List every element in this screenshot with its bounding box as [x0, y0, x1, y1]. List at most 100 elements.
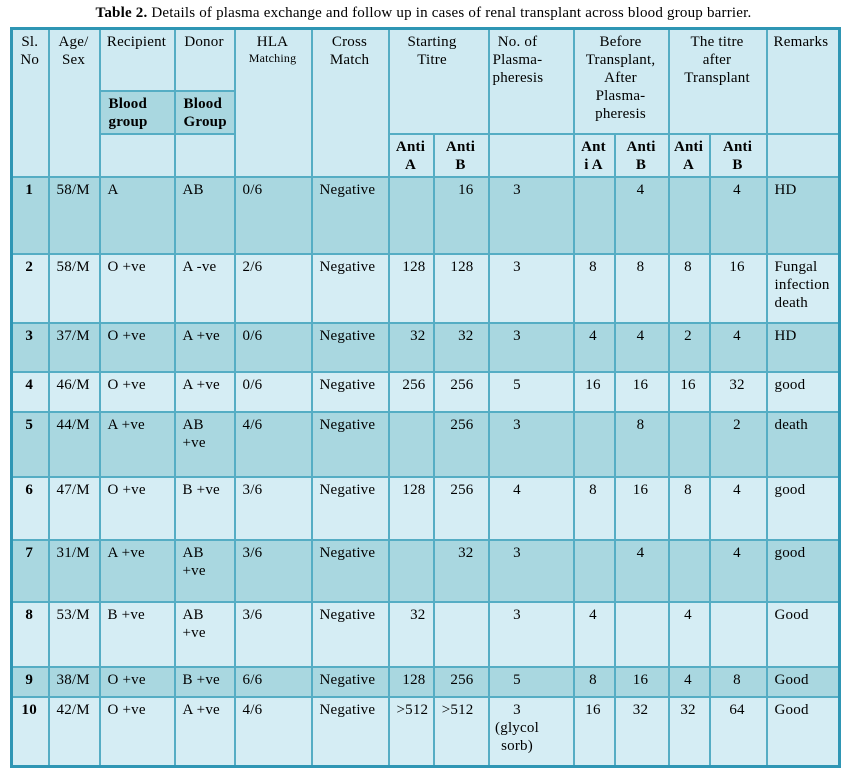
cell-after-transplant-anti-a: 4 [667, 600, 711, 668]
cell-before-transplant-anti-a [572, 410, 616, 478]
cell-starting-titre-anti-a: 32 [387, 600, 435, 668]
cell-sl-no: 4 [10, 370, 50, 413]
cell-sl-no: 9 [10, 665, 50, 698]
cell-starting-titre-anti-a [387, 538, 435, 603]
cell-donor-blood-group: AB +ve [173, 410, 236, 478]
cell-after-transplant-anti-a: 8 [667, 475, 711, 541]
col-header-age-sex: Age/ Sex [47, 27, 101, 178]
table-row: 6 47/M O +ve B +ve 3/6 Negative 128 256 4 8 16 8 4 go… [10, 475, 841, 541]
cell-cross-match: Negative [310, 665, 390, 698]
cell-hla-matching: 3/6 [233, 538, 313, 603]
header-row-sub: Anti A Anti B Ant i A Anti B Anti A Anti… [12, 132, 841, 178]
cell-hla-matching: 4/6 [233, 695, 313, 768]
col-header-cross-match: Cross Match [310, 27, 390, 178]
cell-before-transplant-anti-a [572, 175, 616, 255]
cell-recipient-blood-group: O +ve [98, 321, 176, 373]
cell-before-transplant-anti-b: 8 [613, 252, 670, 324]
cell-starting-titre-anti-b: 256 [432, 475, 490, 541]
cell-hla-matching: 3/6 [233, 600, 313, 668]
cell-plasmapheresis-count: 3 [487, 321, 575, 373]
cell-after-transplant-anti-a [667, 410, 711, 478]
cell-cross-match: Negative [310, 321, 390, 373]
cell-starting-titre-anti-a: 256 [387, 370, 435, 413]
cell-recipient-blood-group: B +ve [98, 600, 176, 668]
cell-age-sex: 38/M [47, 665, 101, 698]
subheader-empty-remarks [765, 132, 841, 178]
donor-blood-group-header: Blood Group [173, 89, 236, 135]
table-row: 1 58/M A AB 0/6 Negative 16 3 4 4 HD [10, 175, 841, 255]
cell-starting-titre-anti-b: 32 [432, 538, 490, 603]
cell-after-transplant-anti-b: 4 [708, 475, 768, 541]
cell-donor-blood-group: A -ve [173, 252, 236, 324]
col-header-hla-matching: HLA Matching [233, 27, 313, 178]
cell-age-sex: 42/M [47, 695, 101, 768]
cell-after-transplant-anti-a: 4 [667, 665, 711, 698]
cell-donor-blood-group: B +ve [173, 665, 236, 698]
cell-plasmapheresis-count: 3 (glycol sorb) [487, 695, 575, 768]
col-header-sl-no: Sl. No [10, 27, 50, 178]
cell-plasmapheresis-count: 3 [487, 175, 575, 255]
subheader-starting-anti-b: Anti B [432, 132, 490, 178]
cell-before-transplant-anti-b: 4 [613, 538, 670, 603]
cell-recipient-blood-group: O +ve [98, 370, 176, 413]
cell-plasmapheresis-count: 3 [487, 410, 575, 478]
cell-recipient-blood-group: A [98, 175, 176, 255]
cell-cross-match: Negative [310, 410, 390, 478]
table-row: 8 53/M B +ve AB +ve 3/6 Negative 32 3 4 4 Good [10, 600, 841, 668]
cell-after-transplant-anti-b: 8 [708, 665, 768, 698]
cell-before-transplant-anti-b: 32 [613, 695, 670, 768]
cell-starting-titre-anti-b: 16 [432, 175, 490, 255]
table-row: 3 37/M O +ve A +ve 0/6 Negative 32 32 3 4 4 2 4 HD [10, 321, 841, 373]
cell-donor-blood-group: AB +ve [173, 538, 236, 603]
recipient-blood-group-header: Blood group [98, 89, 176, 135]
cell-cross-match: Negative [310, 695, 390, 768]
col-header-donor: Donor [173, 27, 236, 92]
subheader-after-anti-b: Anti B [708, 132, 768, 178]
cell-after-transplant-anti-b [708, 600, 768, 668]
subheader-empty-donor [173, 132, 236, 178]
cell-recipient-blood-group: O +ve [98, 475, 176, 541]
cell-after-transplant-anti-a [667, 538, 711, 603]
col-header-titre-after-transplant: The titre after Transplant [667, 27, 768, 135]
plasma-exchange-table: Sl. No Age/ Sex Recipient Donor HLA Match… [10, 27, 842, 768]
cell-starting-titre-anti-b [432, 600, 490, 668]
col-header-remarks: Remarks [765, 27, 841, 135]
cell-starting-titre-anti-b: 32 [432, 321, 490, 373]
cell-after-transplant-anti-a [667, 175, 711, 255]
cell-cross-match: Negative [310, 600, 390, 668]
col-header-recipient: Recipient [98, 27, 176, 92]
cell-starting-titre-anti-a: 128 [387, 252, 435, 324]
cell-remarks: good [765, 538, 841, 603]
subheader-empty-plasmapheresis [487, 132, 575, 178]
cell-donor-blood-group: A +ve [173, 321, 236, 373]
cell-before-transplant-anti-a [572, 538, 616, 603]
cell-recipient-blood-group: A +ve [98, 538, 176, 603]
cell-recipient-blood-group: O +ve [98, 252, 176, 324]
cell-age-sex: 58/M [47, 175, 101, 255]
cell-starting-titre-anti-a: 128 [387, 475, 435, 541]
col-header-starting-titre: Starting Titre [387, 27, 490, 135]
cell-age-sex: 58/M [47, 252, 101, 324]
cell-before-transplant-anti-b: 16 [613, 475, 670, 541]
caption-text: Details of plasma exchange and follow up… [151, 5, 752, 21]
cell-donor-blood-group: AB [173, 175, 236, 255]
cell-before-transplant-anti-a: 4 [572, 321, 616, 373]
cell-remarks: HD [765, 321, 841, 373]
caption-label: Table 2. [95, 5, 148, 21]
cell-cross-match: Negative [310, 475, 390, 541]
cell-after-transplant-anti-a: 32 [667, 695, 711, 768]
cell-hla-matching: 3/6 [233, 475, 313, 541]
cell-sl-no: 3 [10, 321, 50, 373]
cell-age-sex: 37/M [47, 321, 101, 373]
cell-after-transplant-anti-a: 16 [667, 370, 711, 413]
cell-sl-no: 10 [10, 695, 50, 768]
cell-after-transplant-anti-b: 32 [708, 370, 768, 413]
cell-age-sex: 53/M [47, 600, 101, 668]
subheader-before-anti-b: Anti B [613, 132, 670, 178]
cell-sl-no: 2 [10, 252, 50, 324]
cell-before-transplant-anti-b [613, 600, 670, 668]
cell-age-sex: 47/M [47, 475, 101, 541]
cell-recipient-blood-group: O +ve [98, 665, 176, 698]
cell-cross-match: Negative [310, 175, 390, 255]
